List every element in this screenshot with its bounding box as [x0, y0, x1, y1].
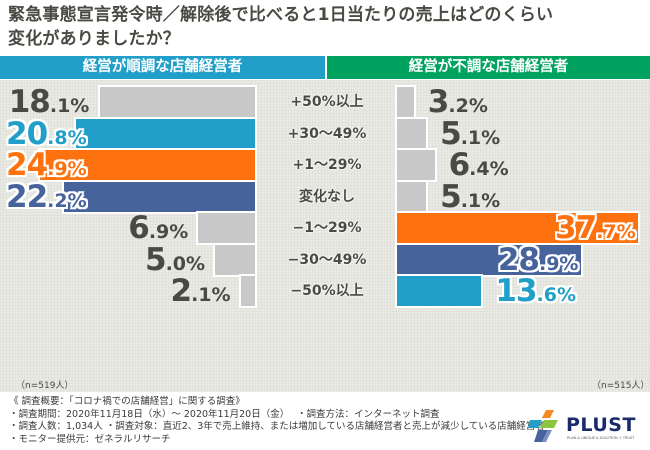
- right-bar: [395, 179, 429, 214]
- left-value-label: 6.9%: [128, 210, 189, 246]
- plust-logo: PLUST PLAN & UNIQUE & SOLUTION + TRUST: [528, 408, 648, 444]
- left-value-label: 22.2%: [6, 178, 87, 215]
- right-value-label: 13.6%: [495, 273, 577, 309]
- survey-note: ・モニター提供元：ゼネラルリサーチ: [9, 433, 171, 445]
- left-value-label: 5.0%: [145, 241, 206, 278]
- left-value-label: 2.1%: [170, 273, 231, 309]
- plust-logo-mark-icon: [528, 410, 558, 442]
- left-bar: [37, 148, 257, 182]
- survey-note: 《 調査概要：「コロナ禍での店舗経営」に関する調査》: [9, 396, 245, 407]
- left-bar: [97, 85, 257, 119]
- left-sample-size: （n=519人）: [16, 381, 74, 391]
- chart-area: （n=519人） （n=515人） +50%以上 18.1% 3.2% +30〜49%…: [0, 80, 650, 392]
- left-bar: [61, 179, 257, 214]
- right-value-label: 6.4%: [448, 147, 509, 183]
- right-bar: [395, 242, 583, 277]
- chart-title: 緊急事態宣言発令時／解除後で比べると1日当たりの売上はどのくらい 変化がありまし…: [8, 3, 648, 51]
- logo-text: PLUST: [566, 414, 636, 436]
- chart-title-line1: 緊急事態宣言発令時／解除後で比べると1日当たりの売上はどのくらい: [8, 5, 554, 25]
- right-group-header: 経営が不調な店舗経営者: [327, 56, 650, 79]
- left-value-label: 20.8%: [6, 115, 87, 152]
- survey-note: ・調査期間：2020年11月18日（水）〜 2020年11月20日（金） ・調査…: [9, 408, 440, 420]
- category-label: +30〜49%: [287, 125, 367, 142]
- survey-note: ・調査人数：1,034人 ・調査対象：直近2、3年で売上維持、または増加している…: [9, 421, 545, 432]
- right-value-label: 5.1%: [440, 178, 501, 215]
- right-bar: [395, 148, 437, 182]
- left-group-header: 経営が順調な店舗経営者: [0, 56, 325, 79]
- right-value-label: 37.7%: [555, 210, 636, 246]
- left-value-label: 18.1%: [8, 84, 90, 120]
- right-bar: [395, 85, 416, 119]
- category-label: +1〜29%: [292, 157, 362, 173]
- right-value-label: 5.1%: [440, 115, 501, 152]
- right-value-label: 28.9%: [497, 241, 579, 278]
- category-label: −50%以上: [290, 283, 364, 299]
- left-bar: [196, 211, 257, 245]
- left-bar: [213, 242, 257, 277]
- right-bar: [395, 274, 484, 308]
- logo-tagline: PLAN & UNIQUE & SOLUTION + TRUST: [567, 436, 635, 440]
- right-value-label: 3.2%: [427, 84, 488, 120]
- category-label: +50%以上: [290, 94, 364, 110]
- chart-title-line2: 変化がありましたか？: [8, 29, 180, 49]
- category-label: −1〜29%: [292, 220, 362, 236]
- left-value-label: 24.9%: [6, 147, 87, 183]
- left-bar: [73, 116, 257, 151]
- right-bar: [395, 116, 429, 151]
- category-label: 変化なし: [299, 188, 355, 205]
- survey-notes: 《 調査概要：「コロナ禍での店舗経営」に関する調査》 ・調査期間：2020年11…: [9, 396, 545, 446]
- left-bar: [238, 274, 257, 308]
- category-label: −30〜49%: [287, 251, 367, 268]
- right-sample-size: （n=515人）: [592, 381, 650, 391]
